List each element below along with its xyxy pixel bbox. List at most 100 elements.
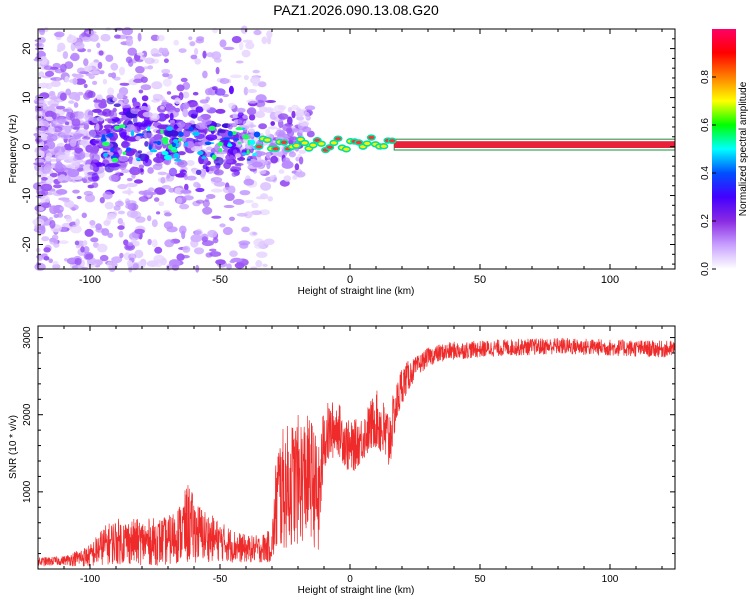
- spectrogram-cell: [246, 107, 257, 116]
- spectrogram-cell: [70, 224, 82, 234]
- spectrogram-cell: [214, 169, 224, 176]
- spectrogram-cell: [241, 152, 248, 156]
- coherent-band-segment: [335, 137, 342, 141]
- spectrogram-cells: [32, 25, 316, 273]
- spectrogram-cell: [229, 216, 235, 221]
- spectrogram-cell: [247, 89, 257, 93]
- spectrogram-cell: [270, 155, 278, 164]
- spectrogram-cell: [45, 152, 53, 159]
- spectrogram-cell: [119, 82, 130, 86]
- spectrogram-cell: [254, 150, 263, 158]
- coherent-band-segment: [368, 135, 375, 140]
- spectrogram-cell: [267, 108, 273, 113]
- coherent-band-segment: [343, 147, 350, 151]
- snr-y-ticks: 1000 2000 3000: [22, 326, 675, 555]
- spectrogram-cell: [180, 189, 192, 194]
- spectrogram-cell: [223, 46, 235, 51]
- spectrogram-cell: [40, 183, 53, 192]
- coherent-band-segment: [264, 138, 271, 142]
- spectrogram-cell: [88, 74, 95, 80]
- spectrogram-cell: [107, 87, 115, 96]
- spectrogram-cell: [231, 166, 236, 170]
- spectrogram-cell: [205, 194, 216, 199]
- spectrogram-cell: [283, 175, 292, 182]
- spectrogram-cell: [212, 86, 218, 91]
- spectrogram-cell: [80, 139, 89, 147]
- spectrogram-cell: [162, 72, 170, 78]
- spectrogram-cell: [173, 152, 180, 159]
- colorbar-tick-label: 0.8: [700, 70, 711, 84]
- spectrogram-cell: [135, 59, 144, 63]
- spectrogram-cell: [234, 162, 244, 166]
- spectrogram-cell: [182, 245, 191, 253]
- spectrogram-cell: [62, 51, 69, 60]
- spectrogram-cell: [193, 247, 205, 255]
- spectrogram-cell: [287, 116, 293, 125]
- spectrogram-cell: [141, 120, 152, 128]
- spectrogram-cell: [195, 122, 208, 130]
- spectrogram-cell: [202, 50, 207, 59]
- spectrogram-cell: [246, 99, 259, 104]
- spectrogram-cell: [103, 152, 108, 158]
- spectrogram-cell: [161, 47, 169, 54]
- spectrogram-cell: [188, 126, 194, 132]
- spectrogram-cell: [304, 105, 316, 111]
- spectrogram-cell: [74, 240, 80, 246]
- spectrogram-cell: [195, 38, 204, 44]
- spectrogram-cell: [52, 260, 59, 266]
- spectrogram-cell: [151, 53, 162, 57]
- figure-title: PAZ1.2026.090.13.08.G20: [273, 2, 439, 18]
- spectrogram-cell: [266, 30, 273, 39]
- spectrogram-cell: [38, 71, 45, 78]
- spectrogram-cell: [93, 99, 103, 103]
- spectrogram-cell: [173, 39, 179, 46]
- spectrogram-cell: [147, 215, 152, 222]
- spectrogram-cell: [222, 93, 229, 98]
- spectrogram-cell: [91, 172, 99, 182]
- spectrogram-cell: [67, 169, 80, 178]
- spectrogram-cell: [173, 158, 182, 162]
- spectrogram-cell: [262, 263, 268, 268]
- colorbar-gradient: [712, 29, 736, 269]
- spectrogram-cell: [242, 114, 248, 119]
- spectrogram-cell: [227, 130, 233, 137]
- spectrogram-cell: [195, 106, 204, 113]
- spectrogram-cell: [49, 172, 58, 178]
- spectrogram-cell: [58, 197, 70, 201]
- spectrogram-cell: [125, 124, 136, 133]
- spectrogram-cell: [152, 141, 159, 144]
- coherent-band: [254, 134, 676, 154]
- spectrogram-cell: [210, 176, 223, 183]
- spectrogram-cell: [102, 78, 108, 85]
- spectrogram-cell: [252, 152, 258, 156]
- spectrogram-cell: [215, 108, 226, 114]
- spectrogram-cell: [294, 163, 300, 171]
- snr-frame: [37, 325, 676, 570]
- spectrogram-cell: [96, 42, 101, 49]
- spectrogram-cell: [202, 199, 210, 208]
- spectrogram-cell: [258, 123, 267, 130]
- spectrogram-cell: [65, 215, 73, 223]
- spectrogram-cell: [251, 202, 259, 209]
- spectrogram-cell: [96, 116, 105, 122]
- spectrogram-cell: [135, 216, 146, 223]
- spectrogram-cell: [156, 211, 161, 215]
- spectrogram-cell: [177, 159, 188, 168]
- spectrogram-cell: [106, 213, 117, 220]
- spectrogram-cell: [95, 223, 102, 231]
- spectrogram-cell: [74, 93, 81, 102]
- snr-x-ticks: -100 -50 0 50 100: [63, 326, 663, 585]
- colorbar-tick-label: 0.4: [700, 166, 711, 180]
- spectrogram-cell: [140, 76, 148, 83]
- spectrogram-cell: [177, 121, 186, 128]
- spectrogram-cell: [244, 199, 254, 204]
- spectrogram-cell: [64, 121, 70, 126]
- spectrogram-cell: [257, 81, 267, 88]
- spectrogram-cell: [74, 42, 85, 50]
- snr-x-tick-label: 0: [347, 574, 353, 585]
- spectrogram-cell: [211, 51, 222, 60]
- spectrogram-cell: [180, 77, 188, 83]
- spectrogram-cell: [59, 92, 67, 101]
- spectrogram-cell: [127, 47, 137, 56]
- spectrogram-cell: [236, 107, 246, 113]
